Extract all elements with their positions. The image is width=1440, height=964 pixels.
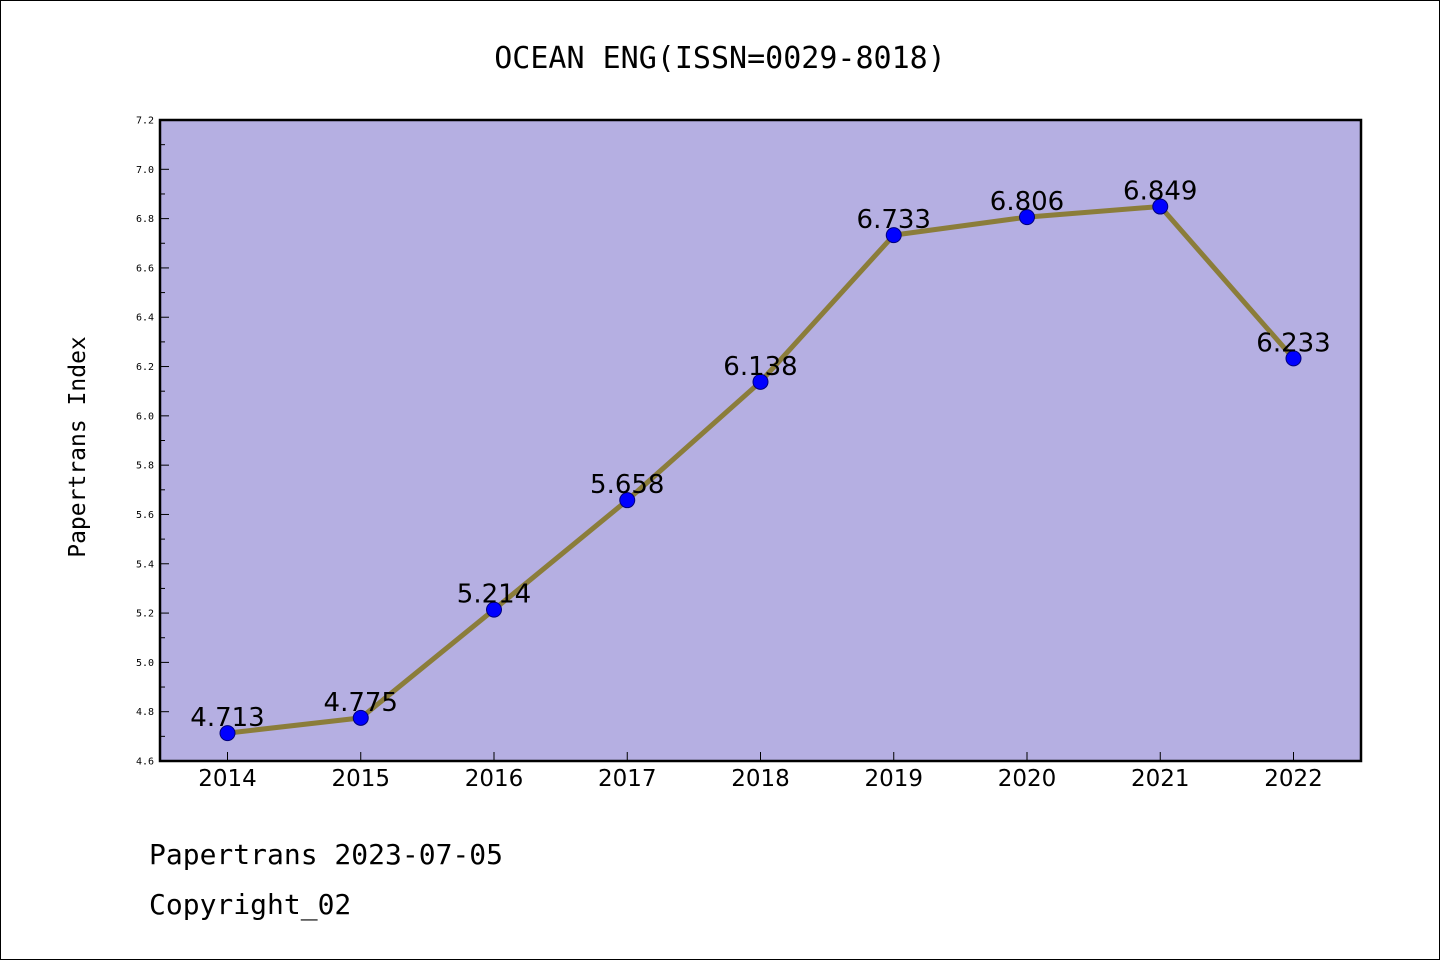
data-point [885, 227, 902, 244]
y-tick-label: 4.6 [136, 757, 154, 768]
x-tick-label: 2019 [864, 766, 923, 792]
data-label: 6.849 [1123, 177, 1197, 207]
y-tick-label: 4.8 [136, 707, 154, 718]
y-tick-label: 6.8 [136, 214, 154, 225]
data-point [486, 601, 502, 618]
y-tick-label: 7.2 [136, 116, 154, 127]
x-tick-label: 2020 [998, 766, 1057, 792]
x-tick-label: 2021 [1131, 766, 1190, 792]
footer-date: Papertrans 2023-07-05 [149, 838, 503, 871]
data-point [352, 709, 369, 726]
data-point [1152, 198, 1169, 215]
data-label: 5.658 [590, 470, 664, 500]
y-tick-label: 5.4 [136, 559, 154, 570]
x-tick-label: 2017 [598, 766, 657, 792]
x-tick-label: 2015 [331, 766, 390, 792]
data-point [219, 725, 236, 742]
x-axis-ticks: 2014 2015 2016 2017 2018 2019 2020 2021 2022 [198, 752, 1323, 792]
data-point [1019, 209, 1035, 226]
y-tick-label: 6.4 [136, 313, 154, 324]
plot-area [160, 120, 1361, 761]
y-axis-label: Papertrans Index [65, 336, 91, 558]
data-labels: 4.713 4.775 5.214 5.658 6.138 6.733 6.806 6.849… [190, 177, 1330, 734]
chart-title: OCEAN ENG(ISSN=0029-8018) [494, 41, 946, 76]
data-label: 4.775 [324, 688, 398, 718]
x-tick-label: 2018 [731, 766, 790, 792]
data-markers [219, 198, 1302, 742]
data-label: 6.733 [857, 205, 931, 235]
footer-copyright: Copyright_02 [149, 888, 351, 922]
data-label: 6.233 [1256, 328, 1330, 358]
y-tick-label: 5.6 [136, 510, 154, 521]
plot-border [158, 118, 1363, 763]
y-tick-label: 6.2 [136, 362, 154, 373]
y-tick-label: 6.6 [136, 263, 154, 274]
data-label: 6.806 [990, 187, 1064, 217]
y-axis-ticks: 4.6 4.8 5.0 5.2 5.4 5.6 5.8 6.0 6.2 6.4 6.6 6.8 7.0 7… [136, 116, 169, 768]
data-point [1285, 350, 1302, 367]
y-tick-label: 5.2 [136, 609, 154, 620]
y-tick-label: 5.8 [136, 461, 154, 472]
data-point [619, 492, 636, 509]
x-tick-label: 2016 [465, 766, 524, 792]
y-tick-label: 6.0 [136, 411, 154, 422]
x-tick-label: 2014 [198, 766, 257, 792]
y-tick-label: 7.0 [136, 165, 154, 176]
data-label: 6.138 [723, 352, 797, 382]
x-tick-label: 2022 [1264, 766, 1323, 792]
y-tick-label: 5.0 [136, 658, 154, 669]
data-label: 4.713 [190, 703, 264, 733]
data-point [752, 373, 769, 390]
data-label: 5.214 [457, 580, 531, 610]
